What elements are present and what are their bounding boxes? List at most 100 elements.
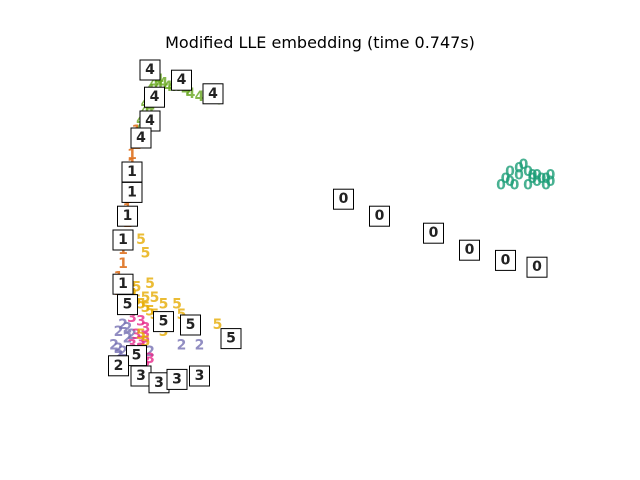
thumbnail-frame [130,127,152,149]
digit-thumbnail-1: 1 [117,205,138,227]
thumbnail-digit: 5 [123,297,133,313]
digit-point-0: 0 [546,167,556,183]
digit-point-5: 5 [141,246,151,262]
digit-thumbnail-5: 5 [180,314,201,336]
digit-point-2: 2 [127,327,137,343]
digit-point-3: 3 [136,314,146,330]
digit-point-0: 0 [514,161,524,177]
digit-point-3: 3 [136,334,146,350]
digit-thumbnail-4: 4 [171,69,192,91]
digit-thumbnail-4: 4 [130,127,152,149]
digit-point-4: 4 [195,89,205,105]
digit-point-3: 3 [145,351,155,367]
thumbnail-frame [166,368,188,390]
digit-point-2: 2 [114,341,124,357]
digit-thumbnail-5: 5 [117,294,138,316]
thumbnail-digit: 4 [145,113,155,129]
thumbnail-digit: 4 [208,86,218,102]
thumbnail-digit: 3 [195,368,205,384]
digit-point-0: 0 [514,167,524,183]
digit-thumbnail-1: 1 [121,161,143,183]
digit-point-5: 5 [141,290,151,306]
digit-point-0: 0 [496,178,506,194]
digit-point-0: 0 [541,171,551,187]
digit-thumbnail-5: 5 [126,345,147,367]
thumbnail-frame [108,355,129,377]
digit-point-0: 0 [523,178,533,194]
thumbnail-digit: 5 [226,331,236,347]
digit-point-3: 3 [127,310,137,326]
thumbnail-digit: 1 [123,208,133,224]
thumbnail-frame [495,249,516,271]
digit-point-2: 2 [123,320,133,336]
thumbnail-digit: 4 [145,62,155,78]
thumbnail-digit: 4 [177,72,187,88]
thumbnail-frame [333,188,354,210]
digit-point-5: 5 [145,276,155,292]
thumbnail-frame [144,86,165,108]
digit-thumbnail-0: 0 [333,188,354,210]
thumbnail-digit: 1 [118,276,128,292]
digit-thumbnail-4: 4 [139,59,161,81]
digit-thumbnail-1: 1 [112,273,134,295]
thumbnail-frame [153,311,174,333]
thumbnail-digit: 0 [465,242,475,258]
digit-point-2: 2 [118,344,128,360]
thumbnail-digit: 3 [172,371,182,387]
thumbnail-digit: 0 [501,252,511,268]
digit-point-2: 2 [177,337,187,353]
digit-point-0: 0 [541,178,551,194]
thumbnail-frame [171,69,192,91]
thumbnail-digit: 0 [532,259,542,275]
thumbnail-digit: 1 [118,232,128,248]
digit-thumbnail-4: 4 [144,86,165,108]
digit-point-2: 2 [195,337,205,353]
digit-thumbnail-0: 0 [369,205,390,227]
digit-thumbnail-1: 1 [112,229,134,251]
digit-point-0: 0 [528,167,538,183]
digit-point-0: 0 [501,171,511,187]
digit-point-0: 0 [532,167,542,183]
thumbnail-digit: 0 [429,225,439,241]
digit-thumbnail-0: 0 [423,222,444,244]
thumbnail-digit: 5 [132,348,142,364]
digit-point-5: 5 [136,297,146,313]
digit-point-5: 5 [141,334,151,350]
digit-point-3: 3 [141,331,151,347]
digit-thumbnail-3: 3 [166,368,188,390]
thumbnail-frame [369,205,390,227]
digit-thumbnail-2: 2 [108,355,129,377]
digit-point-0: 0 [546,174,556,190]
thumbnail-frame [220,328,242,350]
thumbnail-frame [121,181,143,203]
digit-point-5: 5 [172,297,182,313]
digit-point-0: 0 [532,174,542,190]
digit-point-0: 0 [510,178,520,194]
thumbnail-frame [459,239,480,261]
thumbnail-frame [202,83,224,105]
digit-point-3: 3 [132,327,142,343]
digit-thumbnail-1: 1 [121,181,143,203]
digit-point-0: 0 [537,171,547,187]
thumbnail-frame [189,365,210,387]
digit-thumbnail-5: 5 [153,311,174,333]
digit-point-5: 5 [141,300,151,316]
digit-point-4: 4 [150,76,160,92]
digit-thumbnail-0: 0 [495,249,516,271]
thumbnail-frame [423,222,444,244]
digit-point-2: 2 [109,337,119,353]
thumbnail-digit: 1 [127,184,137,200]
digit-thumbnail-0: 0 [459,239,480,261]
digit-point-2: 2 [145,344,155,360]
digit-thumbnail-5: 5 [220,328,242,350]
digit-point-0: 0 [505,164,515,180]
digit-point-5: 5 [132,280,142,296]
thumbnail-frame [117,205,138,227]
digit-point-1: 1 [127,147,137,163]
thumbnail-frame [112,229,134,251]
digit-thumbnail-4: 4 [202,83,224,105]
digit-thumbnail-3: 3 [189,365,210,387]
digit-point-4: 4 [159,76,169,92]
digit-point-5: 5 [136,327,146,343]
digit-thumbnail-3: 3 [148,372,170,394]
